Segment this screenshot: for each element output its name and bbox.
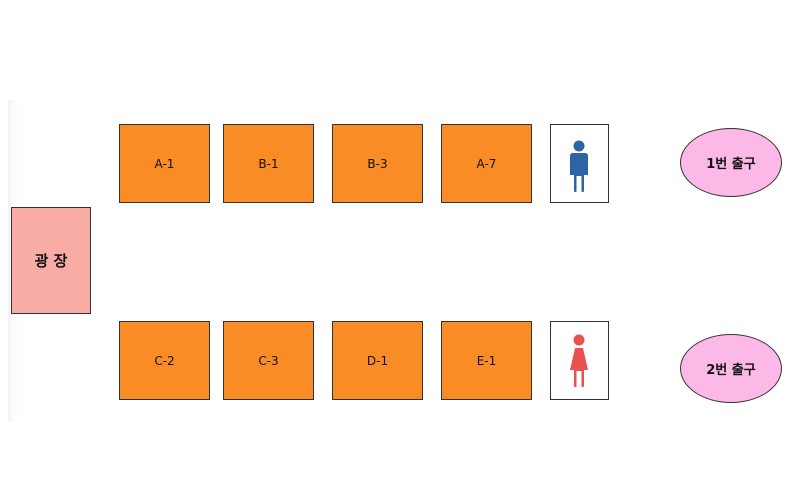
booth-d-1[interactable]: D-1 [332, 321, 423, 400]
booth-b-3[interactable]: B-3 [332, 124, 423, 203]
booth-label: E-1 [476, 353, 497, 368]
male-person-icon [570, 140, 588, 192]
booth-b-1[interactable]: B-1 [223, 124, 314, 203]
booth-label: A-7 [476, 156, 497, 171]
booth-a-1[interactable]: A-1 [119, 124, 210, 203]
booth-label: C-2 [154, 353, 175, 368]
womens-restroom[interactable] [550, 321, 609, 400]
booth-label: D-1 [366, 353, 389, 368]
exit-1-label: 1번 출구 [706, 157, 756, 172]
female-person-icon [570, 334, 588, 387]
exit-2[interactable]: 2번 출구 [680, 334, 782, 403]
booth-label: B-3 [367, 156, 388, 171]
plaza[interactable]: 광 장 [11, 207, 91, 314]
booth-label: B-1 [258, 156, 279, 171]
booth-label: A-1 [154, 156, 175, 171]
exit-1[interactable]: 1번 출구 [680, 128, 782, 197]
exit-2-label: 2번 출구 [706, 363, 756, 378]
booth-a-7[interactable]: A-7 [441, 124, 532, 203]
booth-c-3[interactable]: C-3 [223, 321, 314, 400]
booth-e-1[interactable]: E-1 [441, 321, 532, 400]
booth-c-2[interactable]: C-2 [119, 321, 210, 400]
mens-restroom[interactable] [550, 124, 609, 203]
booth-label: C-3 [258, 353, 279, 368]
plaza-label: 광 장 [34, 252, 68, 270]
